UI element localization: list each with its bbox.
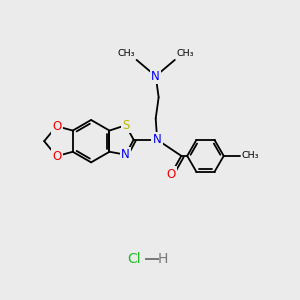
Text: CH₃: CH₃: [118, 49, 135, 58]
Text: N: N: [121, 148, 130, 161]
Text: S: S: [122, 119, 129, 132]
Text: Cl: Cl: [127, 252, 141, 266]
Text: O: O: [167, 168, 176, 181]
Text: H: H: [158, 252, 168, 266]
Text: CH₃: CH₃: [241, 152, 259, 160]
Text: CH₃: CH₃: [176, 49, 194, 58]
Text: O: O: [52, 150, 61, 163]
Text: N: N: [151, 70, 160, 83]
Text: O: O: [52, 120, 61, 133]
Text: N: N: [153, 133, 161, 146]
